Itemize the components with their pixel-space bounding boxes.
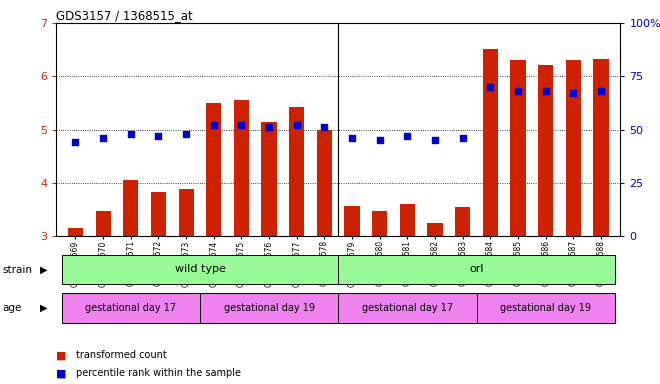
Bar	[151, 192, 166, 236]
Text: gestational day 19: gestational day 19	[500, 303, 591, 313]
Point	[236, 122, 247, 128]
Bar	[61, 293, 200, 323]
Bar	[200, 293, 338, 323]
Bar	[428, 223, 443, 236]
Text: ▶: ▶	[40, 265, 47, 275]
Text: GDS3157 / 1368515_at: GDS3157 / 1368515_at	[56, 9, 193, 22]
Bar	[345, 206, 360, 236]
Text: percentile rank within the sample: percentile rank within the sample	[76, 368, 241, 378]
Point	[70, 139, 81, 146]
Bar	[477, 293, 615, 323]
Bar	[455, 207, 471, 236]
Bar	[317, 129, 332, 236]
Point	[319, 124, 330, 131]
Bar	[338, 293, 477, 323]
Point	[181, 131, 191, 137]
Bar	[566, 60, 581, 236]
Bar	[482, 49, 498, 236]
Point	[596, 88, 607, 94]
Point	[98, 135, 108, 141]
Point	[125, 131, 136, 137]
Point	[374, 137, 385, 143]
Text: orl: orl	[469, 264, 484, 274]
Text: gestational day 17: gestational day 17	[362, 303, 453, 313]
Point	[346, 135, 357, 141]
Bar	[61, 255, 338, 285]
Point	[568, 90, 579, 96]
Point	[485, 84, 496, 90]
Text: ▶: ▶	[40, 303, 47, 313]
Point	[264, 124, 275, 131]
Text: ■: ■	[56, 368, 67, 378]
Point	[513, 88, 523, 94]
Bar	[338, 255, 615, 285]
Text: gestational day 19: gestational day 19	[224, 303, 315, 313]
Bar	[178, 189, 194, 236]
Bar	[538, 65, 553, 236]
Bar	[68, 228, 83, 236]
Point	[292, 122, 302, 128]
Point	[457, 135, 468, 141]
Text: wild type: wild type	[174, 264, 225, 274]
Bar	[96, 210, 111, 236]
Bar	[123, 180, 139, 236]
Bar	[400, 204, 415, 236]
Text: gestational day 17: gestational day 17	[85, 303, 176, 313]
Bar	[289, 107, 304, 236]
Text: strain: strain	[2, 265, 32, 275]
Bar	[234, 100, 249, 236]
Point	[209, 122, 219, 128]
Bar	[372, 211, 387, 236]
Bar	[206, 103, 221, 236]
Bar	[510, 60, 525, 236]
Text: age: age	[2, 303, 21, 313]
Text: transformed count: transformed count	[76, 350, 166, 360]
Point	[541, 88, 551, 94]
Bar	[593, 59, 609, 236]
Text: ■: ■	[56, 350, 67, 360]
Point	[153, 133, 164, 139]
Point	[430, 137, 440, 143]
Point	[402, 133, 412, 139]
Bar	[261, 122, 277, 236]
